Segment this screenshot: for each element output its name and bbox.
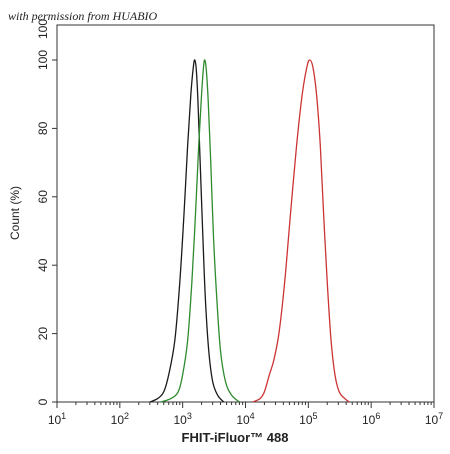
y-tick-label: 40 (36, 258, 50, 272)
y-tick-label: 20 (36, 327, 50, 341)
y-tick-label: 60 (36, 190, 50, 204)
x-tick-label: 107 (425, 411, 443, 427)
y-tick-label: 0 (36, 398, 50, 405)
x-axis-title: FHIT-iFluor™ 488 (182, 430, 289, 445)
x-tick-label: 105 (299, 411, 317, 427)
y-tick-label: 100 (36, 50, 50, 70)
series-group (149, 59, 350, 403)
plot-frame (56, 24, 435, 403)
x-tick-label: 106 (362, 411, 380, 427)
y-axis: 0 20 40 60 80 100 100 (36, 19, 57, 405)
y-axis-title: Count (%) (8, 186, 22, 240)
series-line-1 (149, 59, 225, 403)
x-axis: 101 102 103 104 105 106 107 (48, 402, 443, 427)
x-tick-label: 102 (111, 411, 129, 427)
y-tick-label: 80 (36, 121, 50, 135)
x-tick-label: 101 (48, 411, 66, 427)
watermark-text: with permission from HUABIO (8, 9, 158, 23)
x-tick-label: 103 (173, 411, 191, 427)
series-line-3 (252, 59, 350, 403)
x-tick-label: 104 (236, 411, 254, 427)
y-tick-label-top: 100 (36, 19, 50, 39)
series-line-2 (160, 59, 240, 403)
